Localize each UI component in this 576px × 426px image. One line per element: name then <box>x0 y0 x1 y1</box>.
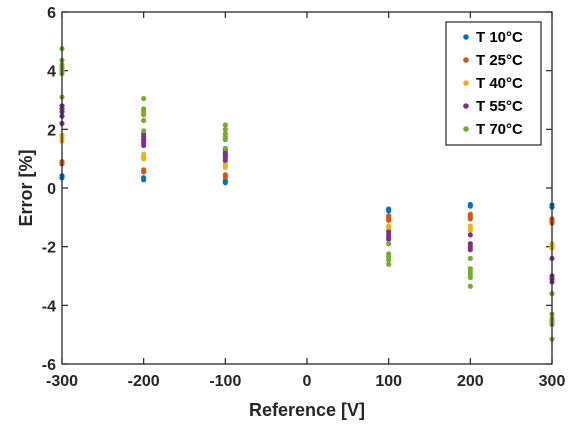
legend-marker <box>463 34 469 40</box>
data-point <box>467 232 473 238</box>
legend-marker <box>463 57 469 63</box>
legend: T 10°C T 25°C T 40°C T 55°C T 70°C <box>445 21 542 146</box>
data-point <box>386 241 392 247</box>
y-tick-label: -2 <box>42 240 56 257</box>
data-point <box>467 274 473 281</box>
tick-labels: -300 -200 -100 0 100 200 300 -6 -4 -2 0 2 4 6 <box>42 5 566 390</box>
data-point <box>222 178 228 184</box>
legend-marker <box>463 103 469 109</box>
data-point <box>467 211 473 217</box>
data-point <box>467 255 473 261</box>
x-tick-label: 0 <box>303 373 312 390</box>
data-point <box>141 95 147 102</box>
data-point <box>222 126 228 132</box>
data-point <box>222 145 228 151</box>
data-point <box>222 172 228 178</box>
data-point <box>467 247 473 253</box>
legend-label: T 55°C <box>476 98 523 115</box>
data-point <box>386 236 392 242</box>
data-point <box>386 206 392 212</box>
data-point <box>467 283 473 289</box>
x-tick-label: -300 <box>46 373 78 390</box>
data-point <box>467 201 473 208</box>
data-point <box>141 117 147 124</box>
plot-frame <box>61 11 553 365</box>
legend-label: T 40°C <box>476 75 523 92</box>
y-tick-label: -4 <box>42 298 56 315</box>
data-point <box>386 257 392 263</box>
data-point <box>467 216 473 222</box>
y-tick-label: -6 <box>42 357 56 374</box>
x-tick-label: 100 <box>375 373 402 390</box>
data-point <box>141 167 147 173</box>
x-tick-label: 200 <box>457 373 484 390</box>
legend-marker <box>463 80 469 86</box>
data-point <box>222 122 228 128</box>
y-tick-label: 4 <box>47 64 56 81</box>
data-point <box>467 227 473 234</box>
y-tick-label: 6 <box>47 5 56 22</box>
series-1-points <box>59 159 555 226</box>
legend-label: T 25°C <box>476 52 523 69</box>
y-tick-label: 0 <box>47 181 56 198</box>
x-tick-label: -100 <box>209 373 241 390</box>
data-point <box>141 175 147 181</box>
data-point <box>141 151 147 157</box>
y-axis-label: Error [%] <box>16 149 36 226</box>
legend-marker <box>463 126 469 132</box>
data-point <box>386 217 392 223</box>
y-tick-label: 2 <box>47 122 56 139</box>
x-tick-label: -200 <box>128 373 160 390</box>
legend-box <box>445 21 542 146</box>
x-axis-label: Reference [V] <box>249 400 365 420</box>
legend-label: T 70°C <box>476 121 523 138</box>
data-point <box>386 213 392 219</box>
data-point <box>386 261 392 267</box>
data-point <box>141 128 147 134</box>
legend-label: T 10°C <box>476 29 523 46</box>
data-point <box>222 131 228 137</box>
data-point <box>141 106 147 112</box>
x-tick-label: 300 <box>539 373 566 390</box>
